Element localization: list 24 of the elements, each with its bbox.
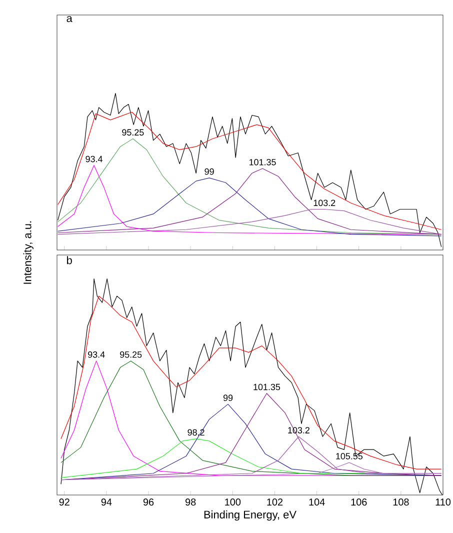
x-tick-label: 106 bbox=[351, 498, 367, 506]
x-tick-label: 102 bbox=[267, 498, 283, 506]
annotation: 101.35 bbox=[254, 384, 280, 390]
x-tick-label: 98 bbox=[186, 498, 196, 506]
chart-title: b bbox=[67, 256, 72, 264]
chart-title: a bbox=[66, 16, 72, 22]
x-tick-label: 108 bbox=[393, 498, 409, 506]
x-axis-title: Binding Energy, eV bbox=[204, 510, 296, 521]
annotation: 93.4 bbox=[88, 351, 105, 358]
annotation: 93.4 bbox=[86, 156, 102, 162]
annotation: 103.2 bbox=[314, 200, 336, 206]
x-tick-label: 96 bbox=[143, 498, 154, 506]
annotation: 95.25 bbox=[120, 351, 142, 358]
x-tick-label: 92 bbox=[59, 498, 70, 506]
x-tick-label: 94 bbox=[101, 498, 112, 506]
y-axis-title: Intensity, a.u. bbox=[23, 221, 34, 284]
x-tick-label: 100 bbox=[225, 498, 241, 506]
annotation: 105.55 bbox=[336, 453, 363, 460]
annotation: 99 bbox=[204, 168, 214, 175]
x-tick-label: 110 bbox=[436, 498, 451, 506]
annotation: 95.25 bbox=[122, 129, 144, 136]
x-tick-label: 104 bbox=[309, 498, 325, 506]
annotation: 99 bbox=[223, 394, 233, 401]
annotation: 101.35 bbox=[249, 158, 276, 166]
